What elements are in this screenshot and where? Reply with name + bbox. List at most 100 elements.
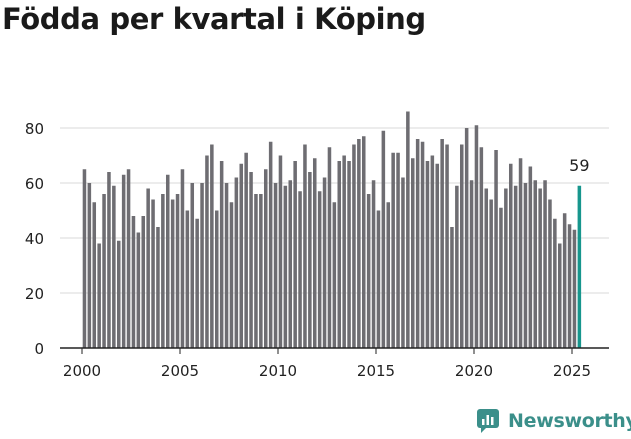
bar xyxy=(312,158,317,348)
y-tick-label: 80 xyxy=(25,120,44,138)
bar xyxy=(308,172,312,348)
y-tick-label: 20 xyxy=(25,285,44,303)
x-tick-label: 2010 xyxy=(259,362,297,380)
bar xyxy=(205,155,209,348)
bar xyxy=(459,144,464,348)
bar xyxy=(567,224,572,348)
bar xyxy=(327,147,332,348)
bar xyxy=(180,169,185,348)
y-tick-label: 40 xyxy=(25,230,44,248)
bar xyxy=(288,180,293,348)
bar xyxy=(484,188,489,348)
bar xyxy=(165,174,170,348)
bar xyxy=(557,243,562,348)
bar xyxy=(361,136,366,348)
bar xyxy=(112,185,116,348)
bar xyxy=(455,185,459,348)
bar xyxy=(131,216,136,348)
bar xyxy=(273,183,278,348)
bar xyxy=(513,185,518,348)
bar xyxy=(440,139,444,348)
bar xyxy=(410,158,415,348)
x-tick-label: 2025 xyxy=(553,362,591,380)
bar xyxy=(415,139,420,348)
bar xyxy=(190,183,195,348)
bar xyxy=(450,227,454,348)
bar xyxy=(278,155,283,348)
x-tick-label: 2000 xyxy=(63,362,101,380)
bar xyxy=(494,150,498,348)
bar xyxy=(528,166,533,348)
bar xyxy=(141,216,146,348)
bar xyxy=(489,199,493,348)
latest-value-label: 59 xyxy=(569,156,589,175)
bar xyxy=(214,210,219,348)
bar xyxy=(538,188,542,348)
bar xyxy=(170,199,175,348)
brand-name: Newsworthy xyxy=(508,410,631,432)
axes: 0 20 40 60 80 59 2000 2005 2010 2015 2020 2025 xyxy=(25,120,609,380)
bar xyxy=(548,199,552,348)
bar xyxy=(136,232,141,348)
bar xyxy=(376,210,381,348)
x-tick-label: 2020 xyxy=(455,362,493,380)
bar xyxy=(357,139,361,348)
bar xyxy=(518,158,523,348)
bar xyxy=(200,183,204,348)
bar xyxy=(210,144,214,348)
bar xyxy=(175,194,180,348)
bar xyxy=(234,177,239,348)
bar xyxy=(82,169,87,348)
bar xyxy=(195,218,199,348)
bar xyxy=(332,202,337,348)
bar xyxy=(474,125,479,348)
bar xyxy=(371,180,376,348)
bar xyxy=(254,194,258,348)
bar xyxy=(161,194,165,348)
bar xyxy=(396,152,400,348)
bar xyxy=(435,163,440,348)
bar xyxy=(126,169,131,348)
bar xyxy=(572,229,577,348)
bar xyxy=(224,183,229,348)
bar xyxy=(342,155,346,348)
bar xyxy=(464,128,469,348)
chart-title: Födda per kvartal i Köping xyxy=(2,2,426,36)
bar xyxy=(508,163,513,348)
bar xyxy=(352,144,356,348)
x-tick-label: 2005 xyxy=(161,362,199,380)
bar xyxy=(562,213,567,348)
bar xyxy=(268,141,273,348)
bar xyxy=(347,161,351,348)
bar xyxy=(259,194,263,348)
brand-logo: Newsworthy xyxy=(476,408,631,434)
newsworthy-logo-icon xyxy=(477,409,499,433)
bar xyxy=(151,199,155,348)
bar xyxy=(156,227,160,348)
bar xyxy=(425,161,430,348)
bar xyxy=(293,161,297,348)
bar xyxy=(249,172,253,348)
bars xyxy=(82,111,582,348)
bar xyxy=(504,188,508,348)
bar xyxy=(303,144,307,348)
x-tick-label: 2015 xyxy=(357,362,395,380)
bar xyxy=(107,172,111,348)
bar xyxy=(430,155,435,348)
y-tick-label: 60 xyxy=(25,175,44,193)
bar xyxy=(229,202,234,348)
bar xyxy=(102,194,106,348)
bar xyxy=(219,161,224,348)
bar xyxy=(553,218,557,348)
bar xyxy=(337,161,342,348)
bar xyxy=(420,141,425,348)
bar xyxy=(97,243,101,348)
bar-latest xyxy=(577,185,582,348)
bar xyxy=(244,152,248,348)
bar xyxy=(523,183,528,348)
bar xyxy=(533,180,538,348)
bar xyxy=(263,169,268,348)
bar xyxy=(121,174,126,348)
bar xyxy=(543,180,547,348)
